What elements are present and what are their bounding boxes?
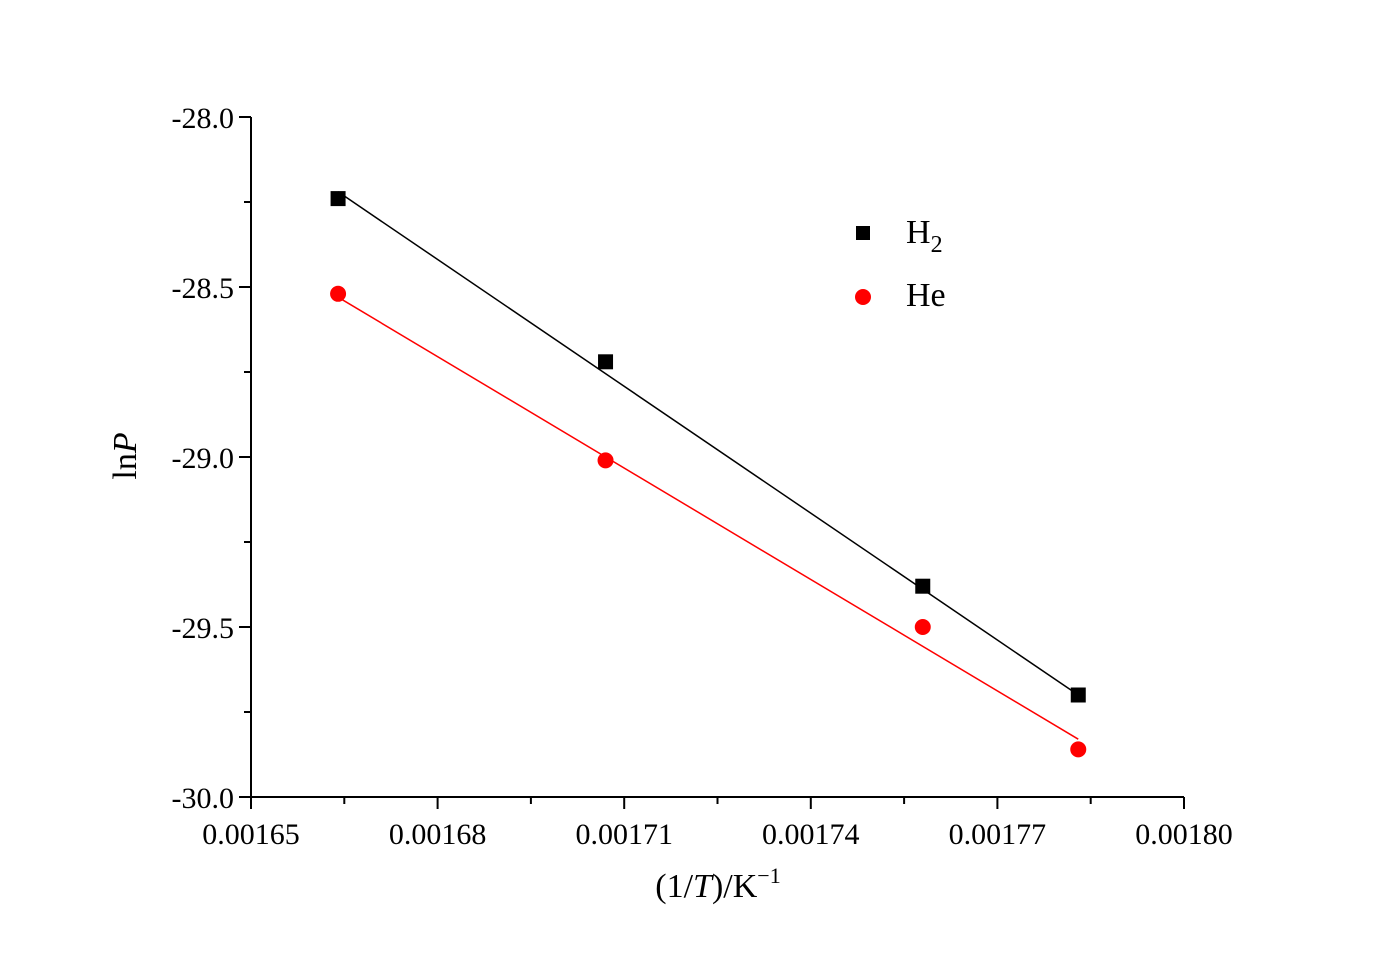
x-axis-title-italic: T <box>693 868 714 905</box>
legend-item-h2: H2 <box>856 214 943 258</box>
legend-label-h2-sub: 2 <box>931 232 943 258</box>
point-h2 <box>598 354 614 370</box>
data-points <box>330 191 1087 758</box>
y-tick-label: -30.0 <box>172 782 235 815</box>
x-tick-label: 0.00174 <box>762 818 860 851</box>
y-axis-title-prefix: ln <box>107 453 144 479</box>
axes <box>250 117 1184 798</box>
point-he <box>1070 741 1087 758</box>
fit-lines <box>337 191 1079 740</box>
x-tick-label: 0.00177 <box>949 818 1047 851</box>
x-axis-ticks: 0.00165 0.00168 0.00171 0.00174 0.00177 0.001… <box>202 797 1233 851</box>
legend-label-he: He <box>906 277 946 314</box>
point-h2 <box>330 191 346 207</box>
legend: H2 He <box>855 214 946 314</box>
x-axis-title-sup: −1 <box>757 863 780 888</box>
point-he <box>597 452 614 469</box>
y-tick-label: -28.5 <box>172 272 235 305</box>
legend-label-h2-base: H <box>906 214 931 251</box>
point-h2 <box>915 578 931 594</box>
x-tick-label: 0.00165 <box>202 818 300 851</box>
legend-marker-h2 <box>856 226 870 240</box>
x-axis-title: (1/T)/K−1 <box>655 863 780 905</box>
x-tick-label: 0.00171 <box>575 818 673 851</box>
x-axis-title-mid: )/K <box>712 868 758 905</box>
legend-item-he: He <box>855 277 946 314</box>
x-tick-label: 0.00180 <box>1135 818 1233 851</box>
legend-marker-he <box>855 289 871 305</box>
y-axis-ticks: -28.0 -28.5 -29.0 -29.5 -30.0 <box>172 102 251 815</box>
point-he <box>914 619 931 635</box>
x-tick-label: 0.00168 <box>389 818 487 851</box>
y-tick-label: -29.0 <box>172 442 235 475</box>
x-axis-title-prefix: (1/ <box>655 868 693 905</box>
y-axis-title: lnP <box>107 432 144 479</box>
fit-line-he <box>337 296 1079 740</box>
y-axis-title-italic: P <box>107 432 144 454</box>
fit-line-h2 <box>337 191 1079 696</box>
y-tick-label: -28.0 <box>172 102 235 135</box>
point-h2 <box>1070 687 1086 703</box>
point-he <box>330 285 347 302</box>
legend-label-he-base: He <box>906 277 946 314</box>
y-tick-label: -29.5 <box>172 612 235 645</box>
legend-label-h2: H2 <box>906 214 943 258</box>
